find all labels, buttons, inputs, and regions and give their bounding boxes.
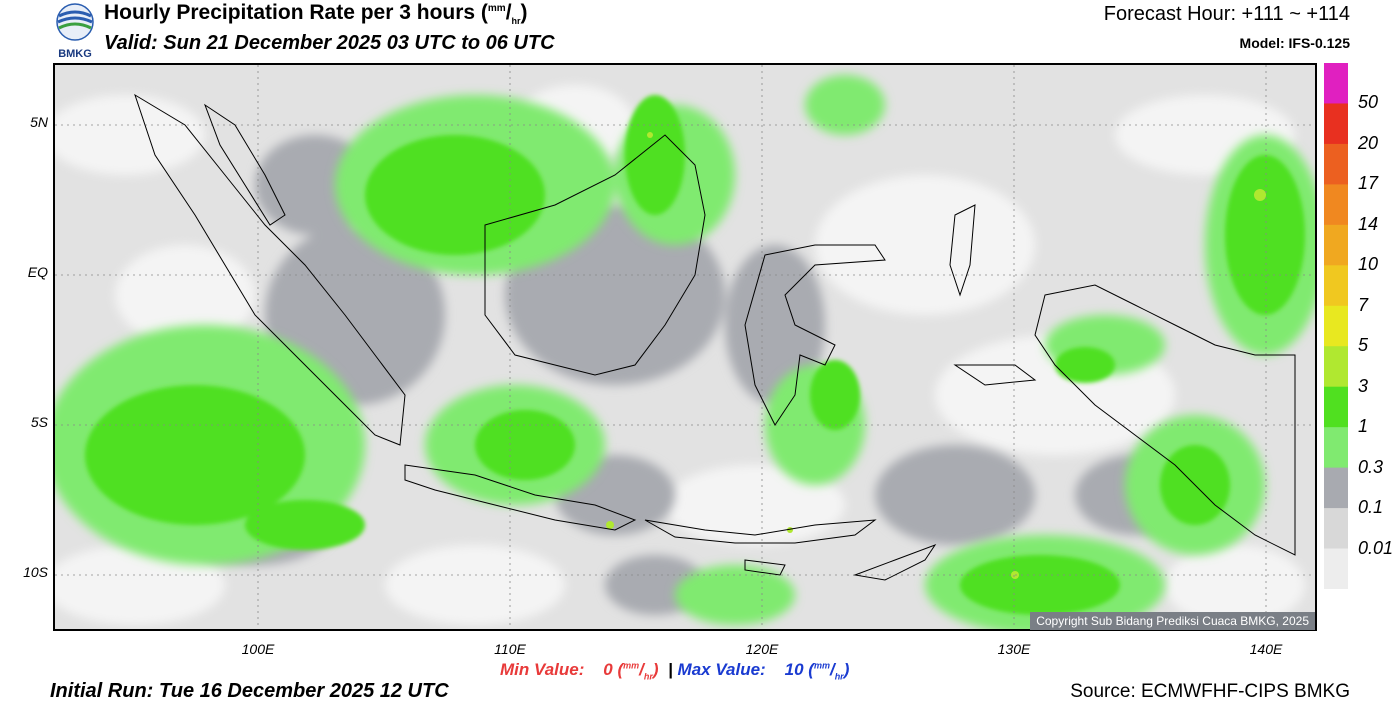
intense-rain-spots [606, 132, 1266, 579]
colorbar-label: 10 [1358, 254, 1379, 275]
colorbar-label: 0.3 [1358, 456, 1384, 477]
lat-label-5s: 5S [30, 414, 48, 430]
separator: | [668, 660, 673, 679]
lat-label-10s: 10S [23, 564, 48, 580]
max-value: 10 [784, 660, 804, 679]
lon-label-140e: 140E [1249, 641, 1283, 657]
lat-label-eq: EQ [27, 264, 48, 280]
colorbar-label: 50 [1358, 92, 1379, 113]
colorbar-swatch [1324, 265, 1348, 307]
lesser-sunda-outline [644, 519, 877, 544]
lon-label-130e: 130E [997, 641, 1031, 657]
map-canvas [55, 65, 1315, 629]
map-gridlines [55, 65, 1315, 629]
java-outline [404, 464, 637, 531]
colorbar-label: 1 [1358, 416, 1369, 437]
colorbar-label: 14 [1358, 213, 1379, 234]
colorbar-label: 7 [1358, 294, 1369, 315]
title-unit-den: hr [511, 16, 521, 27]
colorbar-swatch [1324, 305, 1348, 347]
colorbar-swatch [1324, 184, 1348, 226]
colorbar [1324, 63, 1348, 590]
lat-label-5n: 5N [30, 114, 48, 130]
colorbar-swatch [1324, 63, 1348, 104]
logo-text: BMKG [58, 48, 92, 60]
lon-label-110e: 110E [494, 641, 526, 657]
colorbar-label: 17 [1358, 173, 1379, 194]
min-value: 0 [603, 660, 613, 679]
sumatra-outline [134, 93, 406, 446]
colorbar-swatch [1324, 346, 1348, 388]
colorbar-label: 5 [1358, 335, 1369, 356]
colorbar-swatch [1324, 427, 1348, 469]
colorbar-swatch [1324, 224, 1348, 266]
timor-outline [853, 543, 937, 581]
colorbar-label: 0.01 [1358, 537, 1394, 558]
coastlines [134, 93, 1296, 581]
min-max-values: Min Value: 0 (mm/hr) | Max Value: 10 (mm… [500, 660, 850, 682]
copyright-notice: Copyright Sub Bidang Prediksi Cuaca BMKG… [1030, 612, 1315, 630]
colorbar-swatch [1324, 143, 1348, 185]
seram-outline [953, 364, 1037, 386]
title-close: ) [520, 1, 528, 24]
bmkg-logo: BMKG [52, 2, 98, 60]
halmahera-outline [949, 204, 976, 297]
title-text: Hourly Precipitation Rate per 3 hours ( [104, 1, 488, 24]
sumba-outline [744, 559, 786, 576]
page-title: Hourly Precipitation Rate per 3 hours (m… [104, 1, 528, 27]
colorbar-swatch [1324, 548, 1348, 590]
forecast-hour: Forecast Hour: +111 ~ +114 [1103, 3, 1350, 25]
lon-label-100e: 100E [241, 641, 275, 657]
colorbar-label: 0.1 [1358, 497, 1384, 518]
precipitation-map [53, 63, 1317, 631]
max-label: Max Value: [677, 660, 766, 679]
colorbar-swatch [1324, 508, 1348, 550]
model-name: Model: IFS-0.125 [1239, 35, 1350, 51]
title-unit-num: mm [487, 3, 506, 14]
initial-run: Initial Run: Tue 16 December 2025 12 UTC [50, 680, 449, 702]
data-source: Source: ECMWFHF-CIPS BMKG [1070, 681, 1350, 702]
sulawesi-outline [744, 244, 886, 426]
colorbar-swatch [1324, 103, 1348, 145]
colorbar-swatch [1324, 386, 1348, 428]
colorbar-swatch [1324, 467, 1348, 509]
min-label: Min Value: [500, 660, 585, 679]
lon-label-120e: 120E [745, 641, 779, 657]
borneo-outline [484, 134, 706, 376]
colorbar-label: 20 [1358, 132, 1379, 153]
malay-outline [203, 103, 286, 226]
colorbar-label: 3 [1358, 375, 1369, 396]
valid-time: Valid: Sun 21 December 2025 03 UTC to 06… [104, 32, 555, 54]
papua-outline [1034, 284, 1296, 556]
